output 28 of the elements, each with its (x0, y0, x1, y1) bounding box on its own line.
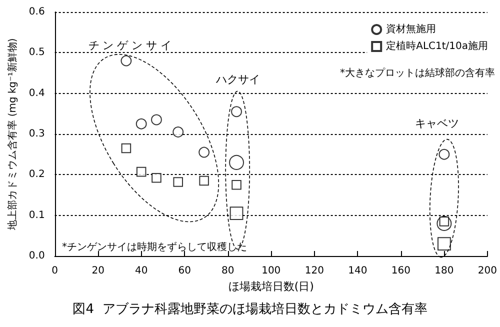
y-tick-label: 0.6 (28, 6, 45, 18)
legend-label: 資材無施用 (386, 23, 436, 35)
x-axis-title: ほ場栽培日数(日) (228, 280, 314, 293)
annotation: ハクサイ (215, 73, 260, 86)
x-tick-label: 0 (52, 266, 58, 276)
y-tick-label: 0.0 (28, 250, 45, 262)
annotation: チ ン ゲ ン サ イ (88, 39, 172, 52)
x-tick-label: 160 (391, 266, 410, 276)
x-tick-label: 200 (478, 266, 498, 276)
x-tick-label: 80 (221, 266, 234, 276)
x-tick-label: 20 (92, 266, 104, 276)
x-tick-label: 180 (434, 266, 454, 276)
x-tick-label: 60 (178, 266, 191, 276)
y-axis-title: 地上部カドミウム含有率 (mg kg⁻¹新鮮物) (6, 38, 18, 231)
x-tick-label: 140 (348, 266, 368, 276)
x-tick-label: 100 (262, 266, 281, 276)
y-tick-label: 0.2 (28, 169, 45, 180)
y-tick-label: 0.1 (28, 210, 45, 221)
text: 図4 アブラナ科露地野菜のほ場栽培日数とカドミウム含有率 (72, 301, 428, 317)
legend-label: 定植時ALC1t/10a施用 (386, 40, 488, 52)
y-tick-label: 0.4 (28, 88, 45, 99)
x-tick-label: 120 (304, 266, 324, 276)
annotation: *チンゲンサイは時期をずらして収穫した (62, 241, 247, 253)
y-tick-label: 0.3 (28, 128, 45, 140)
y-tick-label: 0.5 (28, 47, 45, 58)
annotation: キャベツ (415, 117, 459, 130)
x-tick-label: 40 (134, 266, 148, 276)
annotation: *大きなプロットは結球部の含有率 (340, 67, 495, 79)
